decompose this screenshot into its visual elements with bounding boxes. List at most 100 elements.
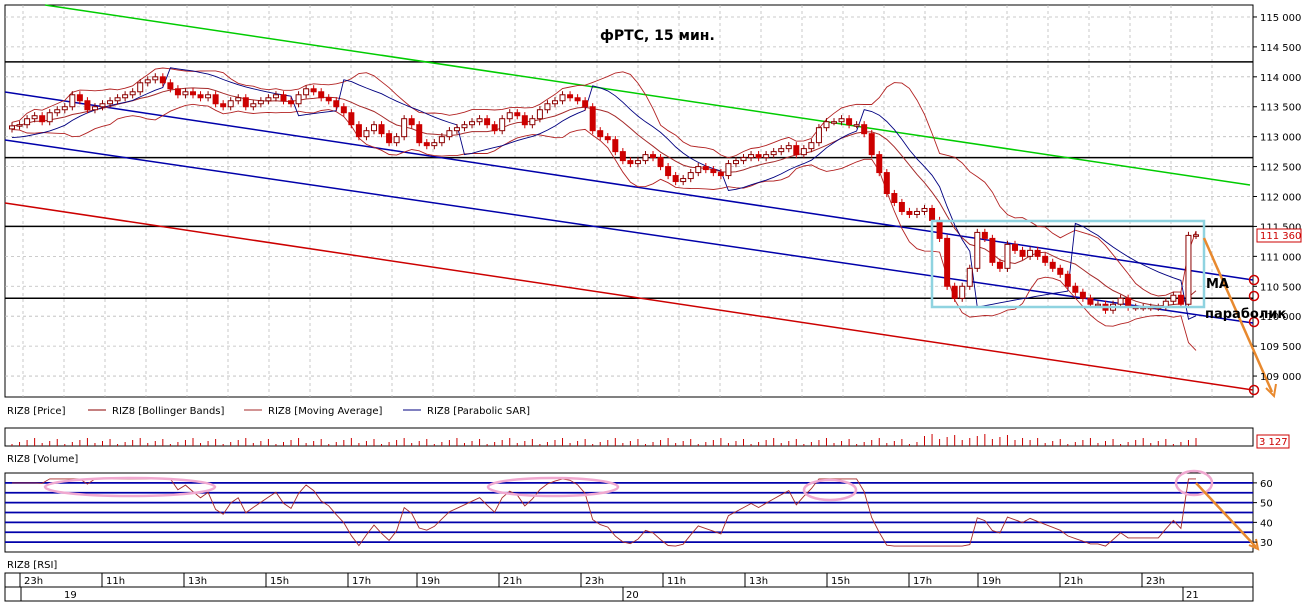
candle-body [197,94,204,99]
candle-body [604,136,611,141]
time-label: 23h [24,576,43,587]
price-grid [5,5,1253,397]
candle-body [1064,273,1071,287]
legend: RIZ8 [Price] RIZ8 [Bollinger Bands] RIZ8 [… [7,406,530,417]
rsi-tick-label: 40 [1260,518,1273,529]
volume-bars [11,434,1197,446]
candle-body [1087,297,1094,305]
candle-body [521,115,528,126]
legend-entry: RIZ8 [Moving Average] [268,406,383,417]
time-label: 17h [913,576,932,587]
y-tick-label: 112 500 [1260,163,1301,174]
candle-body [91,106,98,111]
candle-body [24,118,31,126]
candle-body [1117,297,1124,305]
candle-body [944,237,951,287]
candle-body [484,118,491,126]
time-label: 23h [585,576,604,587]
candle-body [227,100,234,108]
price-horizontal-levels [5,61,1253,300]
candle-body [9,125,15,130]
candle-body [499,118,506,132]
candle-body [235,97,242,102]
candle-body [416,124,423,144]
time-label: 11h [667,576,686,587]
candle-body [582,100,589,108]
rsi-line [12,469,1260,551]
annotations [930,219,1277,399]
rsi-levels [5,481,1253,544]
legend-entry: RIZ8 [Bollinger Bands] [112,406,225,417]
candle-body [951,285,958,299]
time-label: 21h [1064,576,1083,587]
highlight-box [930,219,1206,309]
candle-body [634,160,641,165]
time-label: 23h [1146,576,1165,587]
candle-body [929,207,936,221]
candle-body [1012,243,1019,251]
marker-circle [1248,290,1260,302]
time-axis-labels: 23h 11h 13h 15h 17h 19h 21h 23h 11h 13h 15h 17h 19h 2… [19,573,1199,601]
candle-body [152,76,159,81]
candle-body [144,79,151,84]
rsi-y-axis: 60 50 40 30 [1253,479,1273,549]
rsi-highlight-ellipse [802,478,858,502]
y-tick-label: 112 000 [1260,193,1301,204]
candle-body [137,82,144,93]
candle-body [891,193,898,203]
candle-body [815,127,822,144]
candle-body [1019,249,1026,257]
price-y-axis: 115 000 114 500 114 000 113 500 113 000 112 5… [1253,13,1301,383]
candle-body [280,94,287,102]
candle-body [574,97,581,102]
candle-body [303,88,310,96]
candle-body [1177,294,1184,305]
rsi-tick-label: 30 [1260,538,1273,549]
time-label: 21h [503,576,522,587]
candle-body [220,103,227,108]
candle-body [325,97,332,102]
candle-body [740,157,747,162]
rsi-forecast-arrow [1195,482,1257,548]
candle-body [333,100,340,108]
candle-body [491,124,498,132]
candle-body [732,160,739,165]
candle-body [846,118,853,126]
candle-body [567,94,574,99]
candle-body [861,124,868,135]
candle-body [272,94,279,99]
candle-body [1049,261,1056,269]
bollinger-lower-line [11,103,1197,351]
time-label: 13h [188,576,207,587]
bollinger-upper-line [11,67,1197,297]
candle-body [898,201,905,212]
marker-circle [1248,316,1260,328]
legend-entry: RIZ8 [Price] [7,406,66,417]
candle-body [453,127,460,132]
rsi-panel-label: RIZ8 [RSI] [7,560,57,571]
candle-body [461,124,468,129]
candle-body [46,112,53,123]
candle-body [31,115,38,120]
candle-body [680,178,687,183]
rsi-tick-label: 60 [1260,479,1273,490]
candle-body [793,145,800,156]
candle-body [423,142,430,147]
candle-body [446,130,453,138]
y-tick-label: 110 500 [1260,282,1301,293]
candle-body [695,166,702,174]
candle-body [778,148,785,153]
candle-body [69,94,76,108]
candle-body [1185,234,1192,305]
volume-panel-label: RIZ8 [Volume] [7,454,78,465]
parabolic-sar-line [11,67,1197,320]
indicator-lines [11,67,1197,351]
day-label: 19 [64,590,77,601]
candle-body [348,112,355,126]
candle-body [99,103,106,108]
candle-body [589,106,596,132]
y-tick-label: 113 500 [1260,103,1301,114]
candle-body [242,97,249,108]
candle-body [883,172,890,195]
